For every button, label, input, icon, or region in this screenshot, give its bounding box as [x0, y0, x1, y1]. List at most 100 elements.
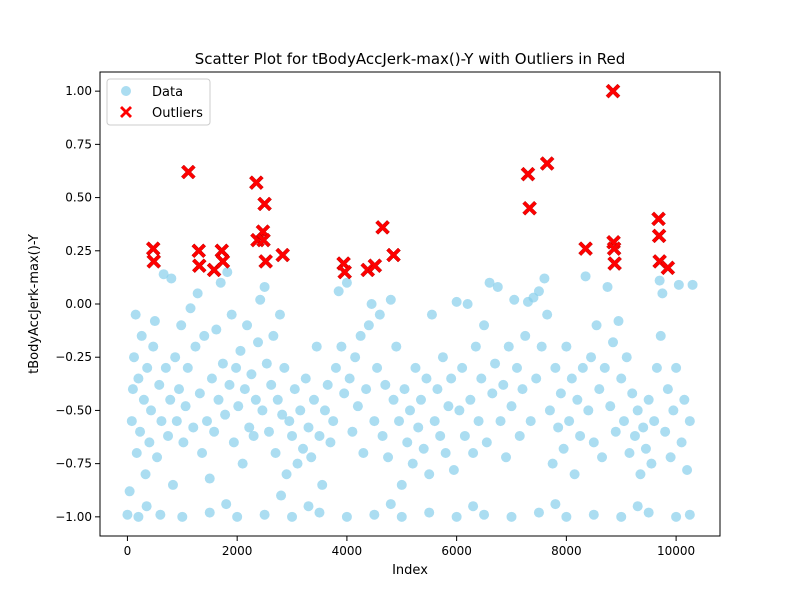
data-point — [640, 443, 651, 454]
data-point — [171, 416, 182, 427]
x-tick-label: 10000 — [657, 544, 695, 558]
legend-data-marker — [121, 86, 131, 96]
legend-data-label: Data — [152, 85, 183, 100]
data-point — [492, 281, 503, 292]
data-point — [292, 458, 303, 469]
data-point — [148, 341, 159, 352]
data-point — [547, 458, 558, 469]
data-point — [643, 394, 654, 405]
y-tick-label: 0.25 — [65, 244, 92, 258]
y-tick-label: 1.00 — [65, 84, 92, 98]
data-point — [657, 288, 668, 299]
data-point — [317, 479, 328, 490]
data-point — [201, 416, 212, 427]
data-point — [358, 447, 369, 458]
legend-box — [106, 78, 211, 126]
data-point — [665, 452, 676, 463]
data-point — [629, 430, 640, 441]
data-point — [244, 422, 255, 433]
data-point — [481, 437, 492, 448]
data-point — [206, 373, 217, 384]
data-point — [531, 373, 542, 384]
data-point — [580, 271, 591, 282]
data-point — [399, 384, 410, 395]
data-point — [550, 362, 561, 373]
data-point — [336, 341, 347, 352]
data-point — [402, 437, 413, 448]
data-point — [314, 430, 325, 441]
data-point — [369, 416, 380, 427]
data-point — [415, 394, 426, 405]
data-point — [160, 362, 171, 373]
data-point — [451, 296, 462, 307]
y-tick-label: −0.75 — [55, 457, 92, 471]
data-point — [448, 465, 459, 476]
data-point — [154, 379, 165, 390]
data-point — [520, 330, 531, 341]
data-point — [487, 388, 498, 399]
data-point — [602, 281, 613, 292]
data-point — [136, 330, 147, 341]
data-point — [437, 352, 448, 363]
outlier-point — [375, 220, 390, 235]
data-point — [506, 511, 517, 522]
data-point — [188, 422, 199, 433]
data-point — [130, 309, 141, 320]
data-point — [490, 358, 501, 369]
data-point — [479, 320, 490, 331]
data-point — [330, 362, 341, 373]
data-point — [550, 499, 561, 510]
data-point — [374, 309, 385, 320]
data-point — [311, 341, 322, 352]
data-point — [129, 352, 140, 363]
data-point — [152, 452, 163, 463]
data-point — [194, 388, 205, 399]
data-point — [468, 501, 479, 512]
data-point — [495, 416, 506, 427]
data-point — [561, 511, 572, 522]
data-point — [561, 341, 572, 352]
data-point — [325, 437, 336, 448]
data-point — [679, 394, 690, 405]
data-point — [539, 273, 550, 284]
data-point — [322, 379, 333, 390]
data-point — [599, 362, 610, 373]
data-point — [165, 394, 176, 405]
data-point — [566, 373, 577, 384]
x-axis: 0 2000 4000 6000 8000 10000 — [124, 536, 695, 558]
data-point — [259, 281, 270, 292]
data-point — [217, 358, 228, 369]
data-point — [300, 373, 311, 384]
data-point — [333, 286, 344, 297]
data-point — [668, 405, 679, 416]
data-point — [281, 469, 292, 480]
outlier-point — [256, 232, 271, 248]
data-point — [156, 416, 167, 427]
data-point — [424, 469, 435, 480]
legend-outliers-label: Outliers — [152, 106, 203, 121]
data-point — [558, 443, 569, 454]
data-point — [163, 430, 174, 441]
data-point — [649, 416, 660, 427]
data-point — [126, 416, 137, 427]
data-layer — [122, 267, 698, 522]
outlier-point — [146, 254, 162, 269]
data-point — [141, 501, 152, 512]
data-point — [261, 358, 272, 369]
data-point — [544, 405, 555, 416]
data-point — [588, 509, 599, 520]
data-point — [671, 362, 682, 373]
data-point — [655, 330, 666, 341]
data-point — [131, 447, 142, 458]
data-point — [355, 330, 366, 341]
outlier-point — [520, 166, 536, 182]
outlier-point — [360, 262, 376, 278]
outlier-point — [191, 243, 207, 259]
y-tick-label: 0.50 — [65, 191, 92, 205]
data-point — [155, 509, 166, 520]
data-point — [197, 447, 208, 458]
data-point — [468, 447, 479, 458]
data-point — [287, 430, 298, 441]
data-point — [618, 416, 629, 427]
data-point — [140, 469, 151, 480]
